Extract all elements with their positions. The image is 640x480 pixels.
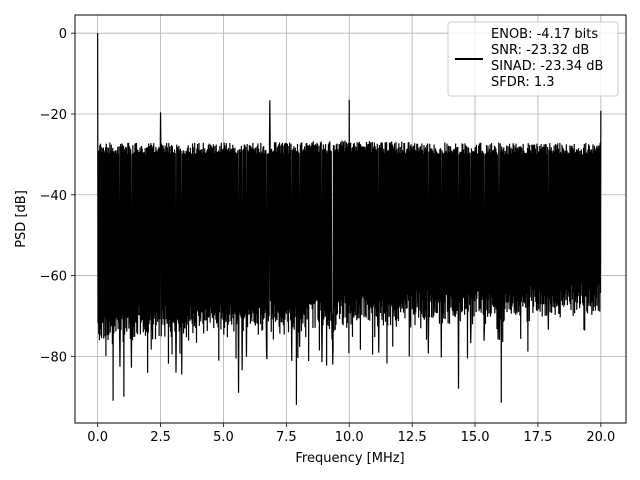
x-tick-label: 15.0 (461, 430, 490, 445)
x-tick-label: 7.5 (276, 430, 297, 445)
psd-series (97, 33, 602, 405)
legend-box (447, 21, 619, 97)
legend-entry-snr: SNR: -23.32 dB (491, 43, 589, 58)
x-tick-label: 5.0 (213, 430, 234, 445)
x-tick-label: 12.5 (398, 430, 427, 445)
legend: ENOB: -4.17 bits SNR: -23.32 dB SINAD: -… (447, 21, 619, 97)
legend-entry-enob: ENOB: -4.17 bits (491, 27, 598, 42)
y-tick-label: −20 (40, 108, 67, 123)
x-tick-label: 0.0 (87, 430, 108, 445)
x-tick-label: 17.5 (523, 430, 552, 445)
axis-ticks: 0.0 2.5 5.0 7.5 10.0 12.5 15.0 17.5 20.0 0 −20 −40 −… (40, 27, 616, 445)
y-tick-label: −80 (40, 350, 67, 365)
y-axis-label: PSD [dB] (14, 190, 29, 248)
y-tick-label: −60 (40, 270, 67, 285)
y-tick-label: 0 (59, 27, 67, 42)
y-tick-label: −40 (40, 189, 67, 204)
legend-entry-sfdr: SFDR: 1.3 (491, 75, 555, 90)
x-axis-label: Frequency [MHz] (295, 451, 404, 466)
legend-entry-sinad: SINAD: -23.34 dB (491, 59, 603, 74)
psd-line (97, 33, 602, 405)
x-tick-label: 2.5 (150, 430, 171, 445)
x-tick-label: 10.0 (335, 430, 364, 445)
x-tick-label: 20.0 (586, 430, 615, 445)
plot-frame (74, 14, 627, 424)
